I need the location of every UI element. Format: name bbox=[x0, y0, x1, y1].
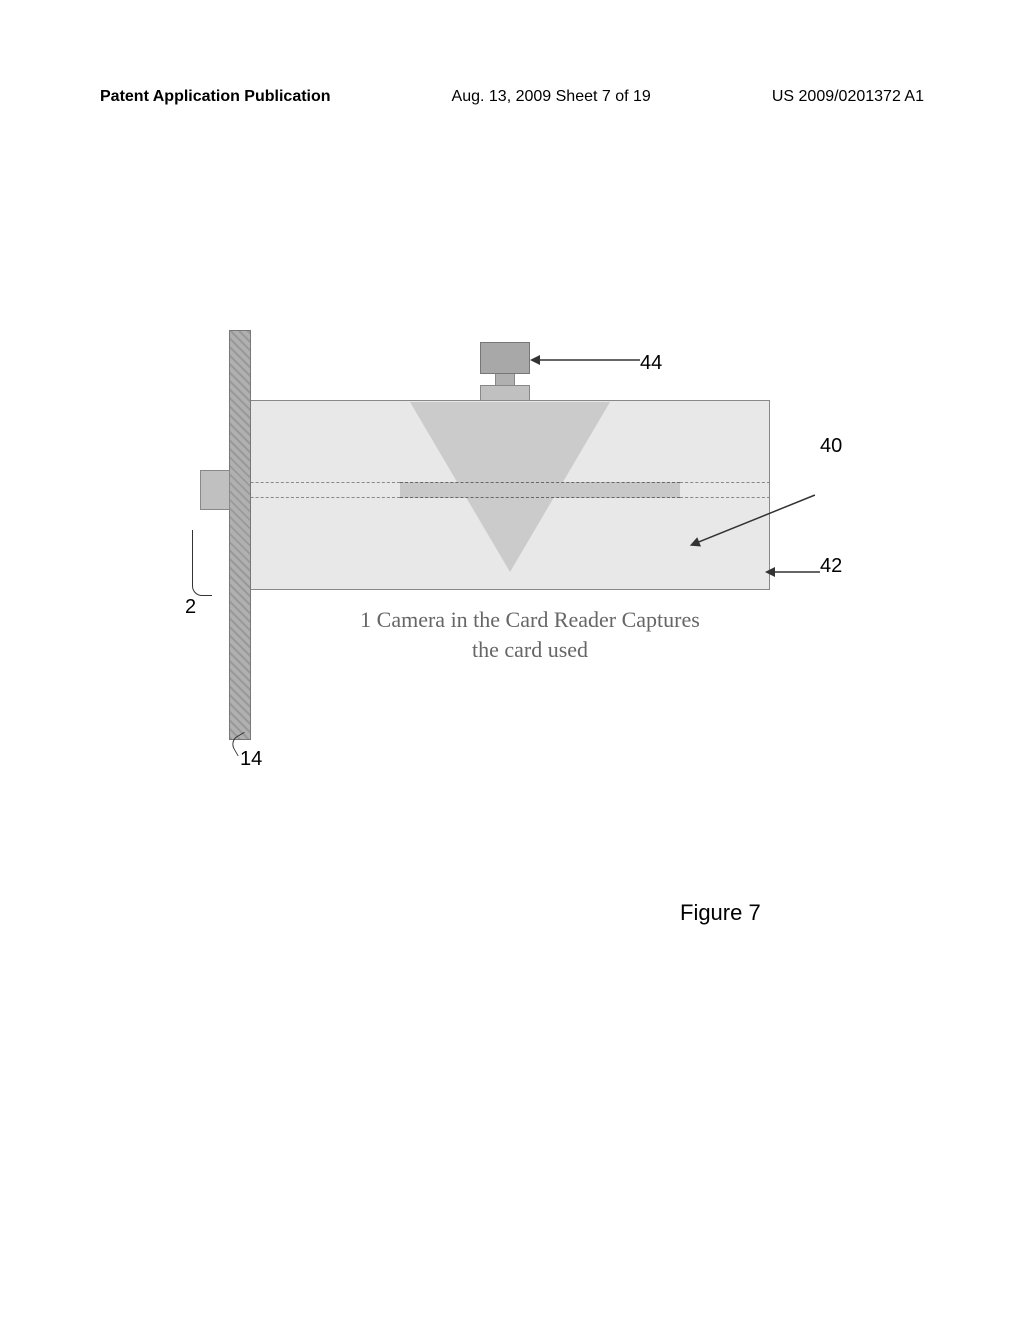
figure-label: Figure 7 bbox=[680, 900, 761, 926]
camera-body bbox=[480, 342, 530, 374]
callout-camera: 44 bbox=[640, 352, 662, 375]
header-publication: Patent Application Publication bbox=[100, 88, 331, 106]
header-appnum: US 2009/0201372 A1 bbox=[772, 88, 924, 106]
card-path-right bbox=[680, 482, 770, 498]
header-date-sheet: Aug. 13, 2009 Sheet 7 of 19 bbox=[452, 88, 651, 106]
callout-panel: 14 bbox=[240, 748, 262, 771]
callout-reader-body: 42 bbox=[820, 555, 842, 578]
callout-card: 40 bbox=[820, 435, 842, 458]
camera-neck bbox=[495, 372, 515, 386]
card bbox=[400, 482, 680, 498]
page-header: Patent Application Publication Aug. 13, … bbox=[0, 88, 1024, 106]
diagram: 1 Camera in the Card Reader Captures the… bbox=[180, 330, 820, 810]
arrow-to-reader bbox=[765, 562, 820, 582]
callout-slot: 2 bbox=[185, 596, 196, 619]
card-slot-bezel bbox=[200, 470, 230, 510]
arrow-to-camera bbox=[530, 350, 640, 370]
leader-to-slot bbox=[192, 530, 212, 596]
diagram-caption: 1 Camera in the Card Reader Captures the… bbox=[350, 605, 710, 664]
camera-mount-plate bbox=[480, 385, 530, 401]
mounting-panel bbox=[229, 330, 251, 740]
